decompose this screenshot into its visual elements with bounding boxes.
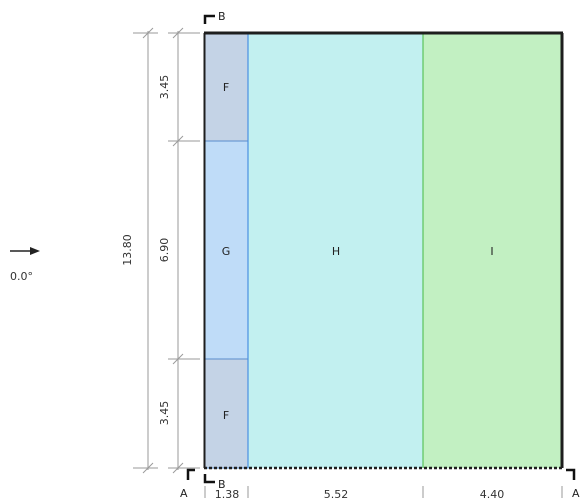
zone-label-h: H	[332, 245, 340, 258]
section-label-top-b: B	[218, 10, 226, 23]
vertical-dimension-total	[133, 27, 158, 474]
horizontal-dim-segment-3-label: 4.40	[480, 488, 505, 501]
horizontal-dimension-ticks	[204, 486, 563, 498]
section-marker-right-a	[566, 468, 576, 480]
arrow-right-icon	[10, 247, 40, 255]
vertical-dim-segment-1-label: 3.45	[158, 75, 171, 100]
vertical-dimension-segments	[168, 27, 200, 474]
zone-h[interactable]	[248, 33, 423, 468]
zone-label-i: I	[490, 245, 493, 258]
zone-label-f-bottom: F	[223, 409, 229, 422]
section-marker-top-b	[203, 14, 215, 24]
vertical-dim-total-label: 13.80	[121, 234, 134, 266]
section-marker-bottom-b	[203, 474, 215, 484]
zone-g[interactable]	[204, 140, 249, 360]
horizontal-dim-segment-1-label: 1.38	[215, 488, 240, 501]
direction-angle-label: 0.0°	[10, 270, 33, 283]
zone-f-bottom[interactable]	[204, 358, 249, 469]
section-label-left-a: A	[180, 487, 188, 500]
zone-i[interactable]	[423, 33, 562, 468]
horizontal-dim-segment-2-label: 5.52	[324, 488, 349, 501]
section-label-right-a: A	[572, 487, 580, 500]
zone-label-g: G	[222, 245, 231, 258]
zone-label-f-top: F	[223, 81, 229, 94]
section-marker-left-a	[186, 468, 195, 480]
zone-f-top[interactable]	[204, 32, 249, 142]
section-label-bottom-b: B	[218, 478, 226, 491]
vertical-dim-segment-3-label: 3.45	[158, 401, 171, 426]
vertical-dim-segment-2-label: 6.90	[158, 238, 171, 263]
